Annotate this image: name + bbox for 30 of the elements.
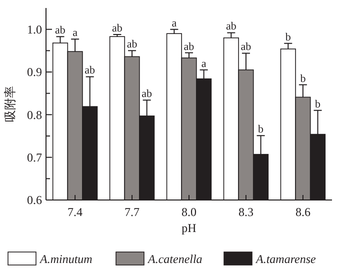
annotation: b — [315, 98, 322, 110]
annotation: a — [172, 17, 177, 30]
annotation: ab — [142, 88, 153, 100]
x-tick-label: 7.7 — [124, 205, 140, 219]
annotation: ab — [55, 24, 66, 37]
legend-label: A.tamarense — [255, 252, 317, 266]
y-tick-label: 0.9 — [27, 65, 42, 80]
annotation: b — [285, 31, 292, 44]
y-axis-title: 吸附率 — [3, 86, 17, 122]
annotation: b — [300, 72, 306, 85]
annotation: ab — [126, 38, 138, 51]
annotation: b — [258, 124, 264, 136]
x-tick-label: 8.3 — [238, 205, 254, 219]
annotation: ab — [184, 40, 195, 53]
annotation: ab — [112, 22, 123, 34]
y-tick-label: 0.8 — [27, 108, 42, 122]
annotation: a — [201, 58, 206, 70]
y-tick-label: 0.7 — [27, 150, 42, 165]
legend-label: A.catenella — [147, 252, 202, 266]
x-tick-label: 8.6 — [295, 205, 310, 219]
x-tick-label: 8.0 — [182, 205, 196, 219]
annotation: a — [72, 27, 78, 40]
x-axis-title: pH — [182, 221, 197, 235]
annotation: ab — [226, 20, 237, 33]
annotation: ab — [84, 64, 96, 77]
x-tick-label: 7.4 — [68, 205, 83, 219]
y-tick-label: 1.0 — [27, 22, 42, 37]
annotation: ab — [240, 41, 252, 54]
legend-label: A.minutum — [39, 252, 93, 266]
y-tick-label: 0.6 — [27, 193, 42, 208]
